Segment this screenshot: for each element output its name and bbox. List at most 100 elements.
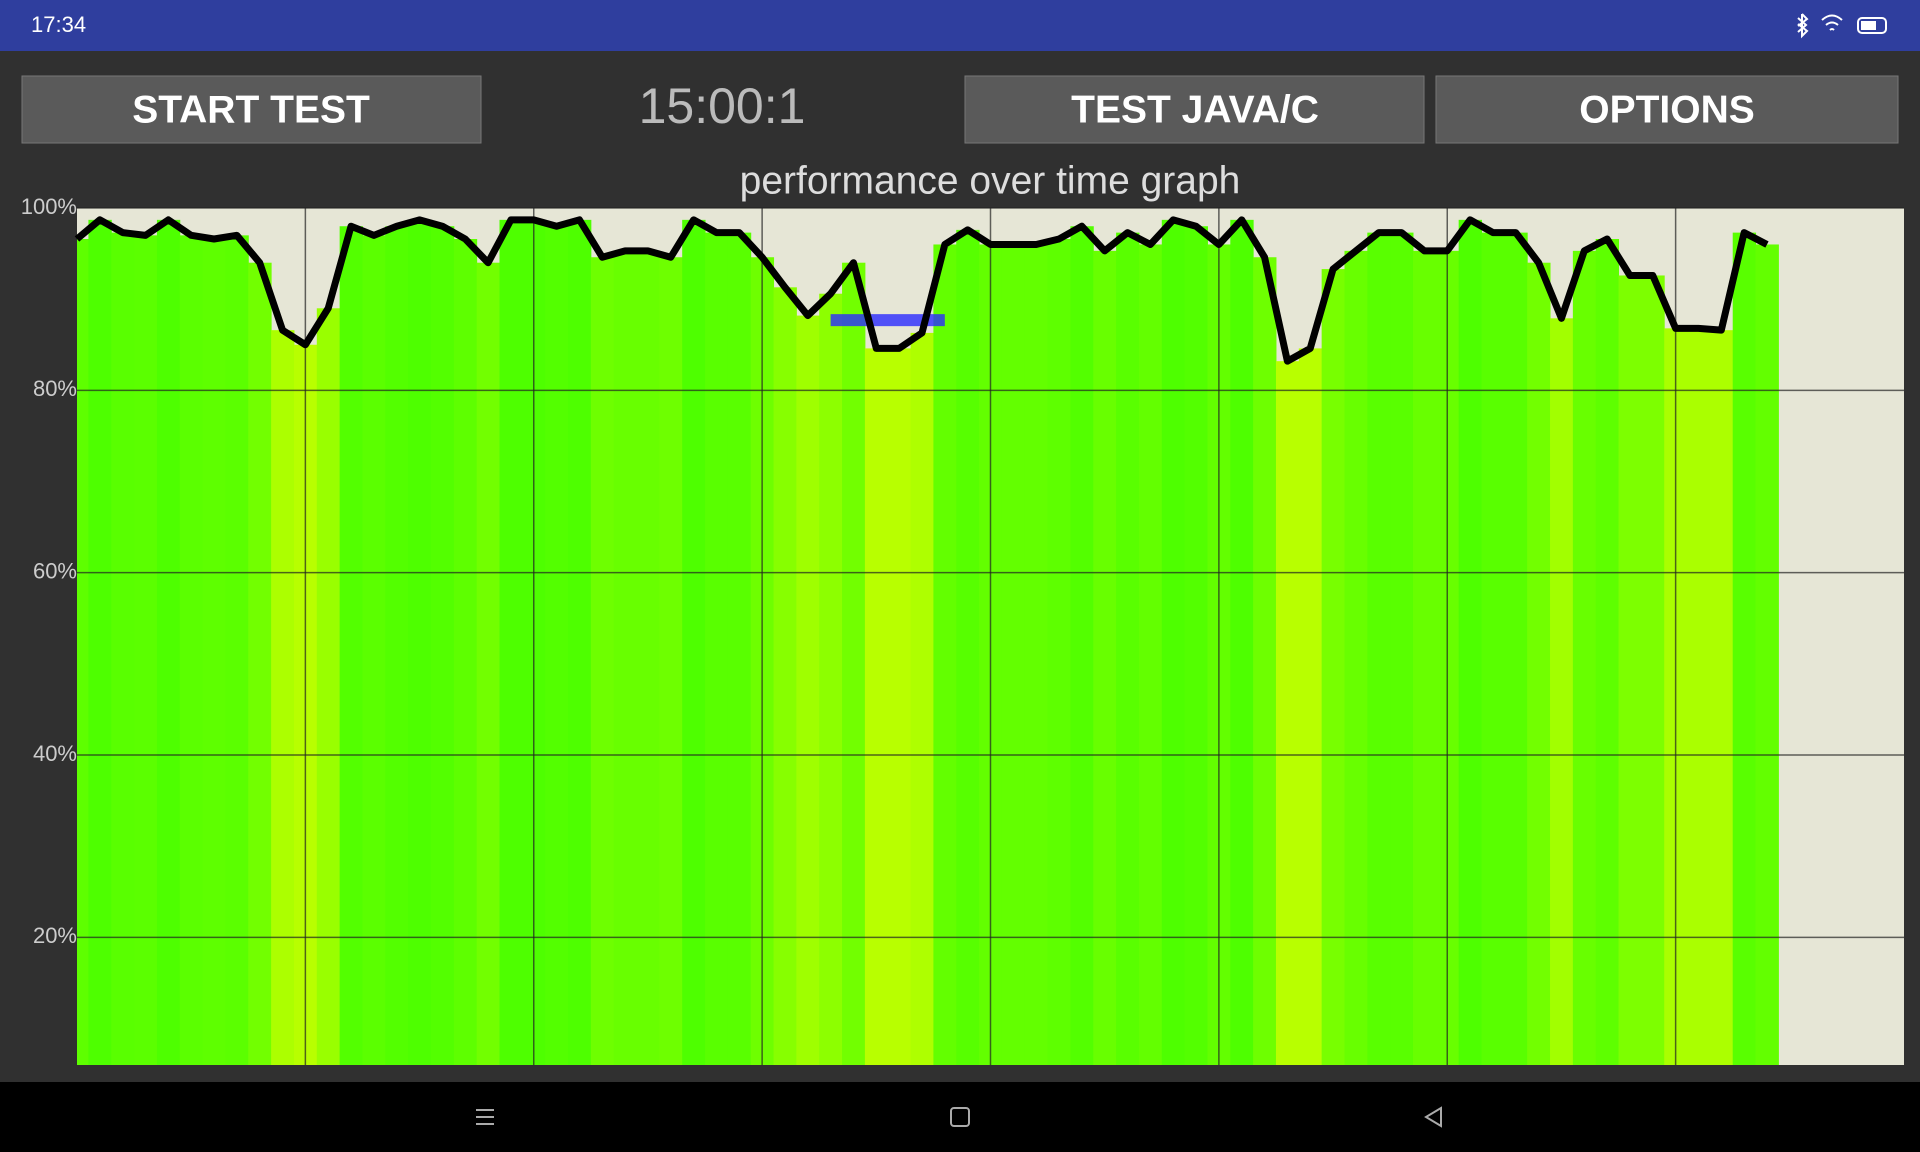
area-stripe — [1161, 219, 1186, 1066]
area-stripe — [316, 308, 341, 1065]
nav-icons — [476, 1106, 1442, 1128]
area-stripe — [933, 244, 957, 1065]
button-start[interactable]: START TEST — [21, 75, 482, 144]
button-bg[interactable] — [21, 75, 482, 144]
area-stripe — [1504, 232, 1528, 1065]
area-stripe — [248, 262, 272, 1065]
wifi-icon — [1821, 14, 1843, 31]
area-stripe — [1321, 269, 1345, 1065]
area-stripe — [271, 330, 295, 1065]
area-stripe — [1687, 328, 1711, 1065]
area-stripe — [1481, 232, 1505, 1065]
area-stripe — [1275, 361, 1300, 1065]
area-stripe — [134, 235, 158, 1065]
status-icons — [1797, 13, 1887, 39]
button-label[interactable]: TEST JAVA/C — [1071, 88, 1319, 131]
area-stripe — [727, 232, 752, 1065]
area-stripe — [636, 250, 660, 1066]
nav-menu[interactable] — [476, 1109, 494, 1125]
area-stripe — [910, 332, 934, 1065]
area-stripe — [1001, 244, 1026, 1065]
area-stripe — [385, 226, 409, 1066]
area-stripe — [1709, 330, 1734, 1065]
area-stripe — [1230, 219, 1254, 1066]
y-tick-label: 100% — [21, 194, 77, 219]
area-stripe — [819, 293, 843, 1065]
nav-back[interactable] — [1424, 1106, 1442, 1128]
area-stripe — [1641, 275, 1665, 1065]
area-stripe — [1390, 232, 1414, 1065]
area-stripe — [1732, 232, 1757, 1065]
area-stripe — [956, 229, 980, 1065]
area-stripe — [1550, 318, 1574, 1066]
area-stripe — [1070, 226, 1094, 1066]
button-bg[interactable] — [964, 75, 1425, 144]
battery-level — [1861, 21, 1876, 30]
area-stripe — [225, 235, 249, 1065]
button-options[interactable]: OPTIONS — [1435, 75, 1899, 144]
area-stripe — [362, 235, 386, 1065]
bluetooth-icon — [1797, 13, 1809, 39]
area-stripe — [111, 232, 135, 1065]
chart-title: performance over time graph — [740, 159, 1241, 202]
area-stripe — [1047, 238, 1071, 1066]
area-stripe — [453, 238, 478, 1066]
status-time: 17:34 — [31, 12, 86, 37]
area-stripe — [1116, 232, 1140, 1065]
area-stripe — [613, 250, 638, 1066]
button-label[interactable]: START TEST — [132, 88, 370, 131]
timer: 15:00:1 — [639, 78, 806, 134]
area-stripe — [1138, 244, 1163, 1065]
battery-icon — [1857, 17, 1887, 34]
area-stripe — [1184, 226, 1208, 1066]
area-stripe — [1298, 348, 1323, 1066]
area-stripe — [476, 262, 500, 1065]
nav-bar — [0, 1082, 1920, 1152]
area-stripe — [705, 232, 729, 1065]
line — [74, 216, 1769, 365]
area-stripe — [408, 219, 432, 1066]
area-stripe — [202, 238, 226, 1066]
y-tick-label: 80% — [33, 376, 77, 401]
area-stripe — [1344, 250, 1368, 1066]
area-stripe — [1412, 250, 1437, 1066]
area-stripe — [430, 226, 455, 1066]
area-stripe — [156, 219, 181, 1066]
area-stripe — [1024, 244, 1049, 1065]
button-bg[interactable] — [1435, 75, 1899, 144]
area-stripe — [1755, 244, 1779, 1065]
area-stripe — [568, 219, 592, 1066]
plot: 20% 40% 60% 80% 100% — [21, 194, 1904, 1066]
area-stripe — [499, 219, 523, 1066]
area-stripe — [659, 257, 683, 1065]
area-stripe — [842, 262, 866, 1065]
y-tick-label: 40% — [33, 741, 77, 766]
area-stripe — [545, 226, 569, 1066]
button-test[interactable]: TEST JAVA/C — [964, 75, 1425, 144]
area-stripe — [1253, 257, 1277, 1065]
area-stripe — [1618, 275, 1642, 1065]
area-stripe — [864, 348, 889, 1066]
area-stripe — [1093, 250, 1117, 1066]
status-bar — [0, 0, 1920, 51]
area-stripe — [887, 348, 912, 1066]
area-stripe — [339, 226, 363, 1066]
y-tick-label: 60% — [33, 558, 77, 583]
area-stripe — [1458, 219, 1483, 1066]
area-stripe — [796, 315, 820, 1066]
area-stripe — [773, 287, 797, 1065]
marker — [830, 314, 945, 327]
area-stripe — [1572, 250, 1597, 1066]
area-stripe — [88, 219, 112, 1066]
area-stripe — [590, 257, 615, 1065]
y-tick-label: 20% — [33, 923, 77, 948]
nav-home[interactable] — [950, 1107, 970, 1127]
area-stripe — [682, 219, 706, 1066]
area-stripe — [1367, 232, 1391, 1065]
area-stripe — [1595, 238, 1620, 1066]
button-label[interactable]: OPTIONS — [1579, 88, 1755, 131]
area-stripe — [179, 235, 204, 1065]
area-stripe — [1527, 262, 1551, 1065]
